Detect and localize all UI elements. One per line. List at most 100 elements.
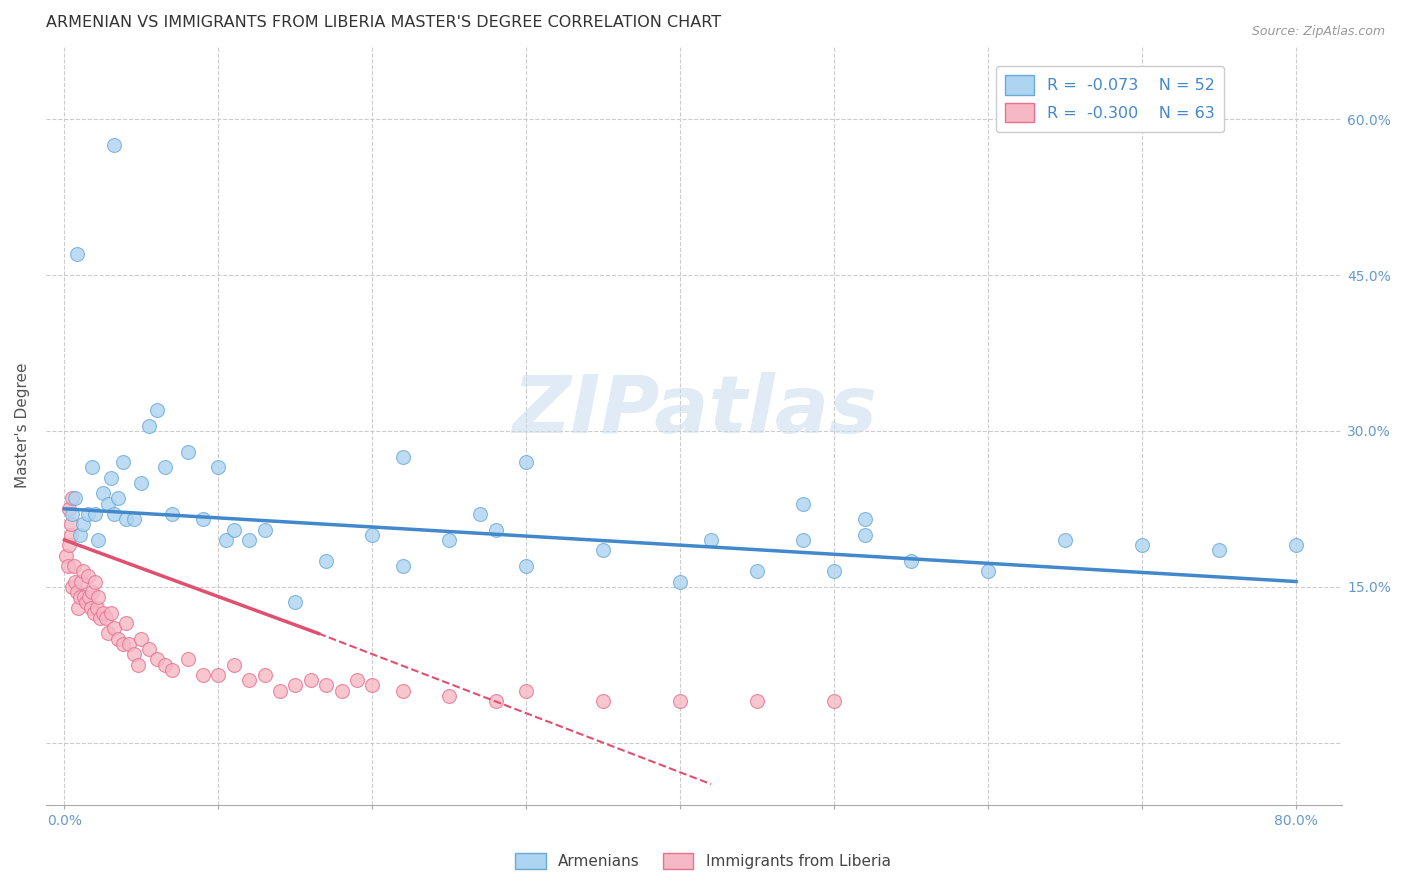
Point <box>69 528 91 542</box>
Point <box>138 642 160 657</box>
Point <box>72 517 94 532</box>
Point <box>284 678 307 692</box>
Point <box>94 611 117 625</box>
Point <box>138 418 160 433</box>
Point <box>468 507 491 521</box>
Point <box>65 491 87 506</box>
Point <box>1054 533 1077 547</box>
Point <box>60 491 83 506</box>
Point <box>146 652 169 666</box>
Point <box>160 663 183 677</box>
Point <box>284 595 307 609</box>
Point <box>118 637 141 651</box>
Point <box>215 533 238 547</box>
Point <box>253 668 276 682</box>
Point <box>107 632 129 646</box>
Point <box>87 533 110 547</box>
Point <box>669 694 692 708</box>
Point <box>111 455 134 469</box>
Legend: Armenians, Immigrants from Liberia: Armenians, Immigrants from Liberia <box>509 847 897 875</box>
Point <box>84 574 107 589</box>
Point <box>176 652 198 666</box>
Point <box>58 538 80 552</box>
Point <box>853 512 876 526</box>
Point <box>484 523 506 537</box>
Point <box>1208 543 1230 558</box>
Text: ZIPatlas: ZIPatlas <box>512 371 876 450</box>
Point <box>515 683 537 698</box>
Point <box>100 606 122 620</box>
Point <box>115 616 138 631</box>
Point <box>65 574 87 589</box>
Point <box>122 647 145 661</box>
Point <box>238 533 260 547</box>
Point <box>792 497 814 511</box>
Point <box>127 657 149 672</box>
Text: ARMENIAN VS IMMIGRANTS FROM LIBERIA MASTER'S DEGREE CORRELATION CHART: ARMENIAN VS IMMIGRANTS FROM LIBERIA MAST… <box>46 15 721 30</box>
Point <box>56 558 79 573</box>
Point <box>222 523 245 537</box>
Point <box>361 528 384 542</box>
Point <box>700 533 723 547</box>
Point <box>515 455 537 469</box>
Point <box>238 673 260 688</box>
Point <box>153 657 176 672</box>
Point <box>76 507 98 521</box>
Point <box>131 632 153 646</box>
Point <box>315 554 337 568</box>
Point <box>103 621 125 635</box>
Point <box>79 600 101 615</box>
Point <box>330 683 353 698</box>
Point <box>82 460 104 475</box>
Point <box>439 689 461 703</box>
Point <box>146 403 169 417</box>
Point <box>58 501 80 516</box>
Point <box>96 497 118 511</box>
Point <box>977 564 1000 578</box>
Point <box>392 450 415 464</box>
Legend: R =  -0.073    N = 52, R =  -0.300    N = 63: R = -0.073 N = 52, R = -0.300 N = 63 <box>995 66 1225 132</box>
Point <box>60 580 83 594</box>
Point <box>59 517 82 532</box>
Point <box>107 491 129 506</box>
Point <box>346 673 368 688</box>
Point <box>131 475 153 490</box>
Point <box>59 528 82 542</box>
Y-axis label: Master's Degree: Master's Degree <box>15 363 30 489</box>
Point <box>439 533 461 547</box>
Point <box>299 673 322 688</box>
Text: Source: ZipAtlas.com: Source: ZipAtlas.com <box>1251 25 1385 38</box>
Point <box>1285 538 1308 552</box>
Point <box>269 683 291 698</box>
Point <box>176 444 198 458</box>
Point <box>76 569 98 583</box>
Point <box>207 668 229 682</box>
Point <box>66 247 89 261</box>
Point <box>160 507 183 521</box>
Point <box>207 460 229 475</box>
Point <box>115 512 138 526</box>
Point <box>315 678 337 692</box>
Point <box>89 611 111 625</box>
Point <box>75 595 97 609</box>
Point <box>82 585 104 599</box>
Point <box>86 600 108 615</box>
Point <box>77 590 100 604</box>
Point <box>823 694 845 708</box>
Point <box>853 528 876 542</box>
Point <box>62 558 84 573</box>
Point <box>91 486 114 500</box>
Point <box>823 564 845 578</box>
Point <box>392 683 415 698</box>
Point <box>153 460 176 475</box>
Point <box>55 549 77 563</box>
Point <box>72 564 94 578</box>
Point <box>122 512 145 526</box>
Point <box>96 626 118 640</box>
Point <box>191 668 214 682</box>
Point <box>91 606 114 620</box>
Point <box>87 590 110 604</box>
Point <box>792 533 814 547</box>
Point <box>67 600 90 615</box>
Point <box>1130 538 1153 552</box>
